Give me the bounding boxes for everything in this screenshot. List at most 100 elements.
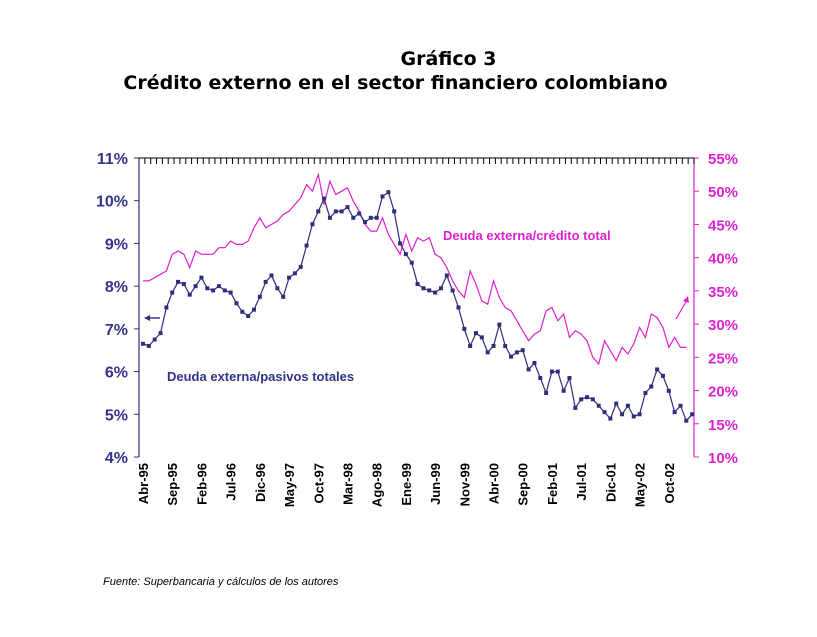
x-axis-tick-label: Jul-96 (224, 463, 239, 501)
right-axis-tick-label: 10% (708, 450, 738, 467)
data-point-marker (555, 369, 560, 374)
data-point-marker (304, 243, 309, 248)
data-point-marker (176, 279, 181, 284)
data-point-marker (532, 361, 537, 366)
data-point-marker (444, 273, 449, 278)
data-point-marker (433, 290, 438, 295)
data-point-marker (322, 196, 327, 201)
left-axis-tick-label: 11% (97, 151, 128, 168)
data-point-marker (474, 331, 478, 336)
data-point-marker (374, 215, 379, 220)
annotation-pasivos-totales: Deuda externa/pasivos totales (167, 369, 354, 384)
left-arrowhead-icon (144, 315, 150, 321)
right-axis-tick-label: 55% (708, 151, 738, 168)
data-point-marker (590, 397, 595, 402)
data-point-marker (181, 282, 186, 287)
data-point-marker (298, 264, 303, 269)
x-axis-tick-label: Oct-02 (662, 463, 677, 503)
x-axis-tick-label: Feb-96 (194, 463, 209, 505)
data-point-marker (462, 326, 467, 331)
x-axis-tick-label: Jun-99 (428, 463, 443, 505)
annotation-credito-total: Deuda externa/crédito total (443, 228, 611, 243)
data-point-marker (631, 414, 636, 419)
series-markers (141, 190, 695, 423)
data-point-marker (357, 211, 362, 216)
data-point-marker (538, 375, 543, 380)
data-point-marker (491, 343, 496, 348)
data-point-marker (351, 215, 356, 220)
source-note: Fuente: Superbancaria y cálculos de los … (103, 576, 339, 588)
left-axis-tick-label: 7% (105, 322, 128, 339)
data-point-marker (468, 343, 473, 348)
data-point-marker (392, 209, 397, 214)
data-point-marker (596, 403, 601, 408)
data-point-marker (339, 209, 344, 214)
right-arrowhead-icon (683, 296, 689, 303)
data-point-marker (666, 388, 671, 393)
data-point-marker (281, 294, 286, 299)
data-point-marker (146, 343, 151, 348)
data-point-marker (450, 288, 455, 293)
x-axis-tick-label: Sep-95 (165, 463, 180, 506)
right-axis-tick-label: 40% (708, 251, 738, 268)
data-point-marker (544, 390, 549, 395)
data-point-marker (579, 397, 584, 402)
data-point-marker (333, 209, 338, 214)
data-point-marker (170, 290, 175, 295)
data-point-marker (479, 335, 484, 340)
axes (138, 157, 695, 457)
data-point-marker (409, 260, 414, 265)
x-axis-tick-label: Mar-98 (340, 463, 355, 505)
data-point-marker (684, 418, 689, 423)
data-point-marker (398, 241, 403, 246)
data-point-marker (164, 305, 169, 310)
data-point-marker (275, 286, 280, 291)
x-axis-tick-label: Abr-00 (487, 463, 502, 504)
data-point-marker (193, 284, 198, 289)
x-axis-tick-label: May-02 (633, 463, 648, 507)
chart-title: Crédito externo en el sector financiero … (123, 72, 668, 94)
left-axis-tick-label: 8% (105, 279, 128, 296)
x-axis-tick-label: Feb-01 (545, 463, 560, 505)
right-axis-tick-label: 25% (708, 350, 738, 367)
right-axis-tick-label: 15% (708, 417, 738, 434)
data-point-marker (152, 337, 157, 342)
left-axis-tick-label: 10% (96, 194, 128, 211)
right-axis-ticks: 10% 15% 20% 25% 30% 35% 40% 45% 50% 55% (694, 151, 738, 467)
right-axis-tick-label: 45% (708, 217, 738, 234)
data-point-marker (509, 354, 514, 359)
data-point-marker (561, 388, 566, 393)
right-axis-tick-label: 35% (708, 284, 738, 301)
x-axis-tick-label: Nov-99 (457, 463, 472, 506)
data-point-marker (573, 405, 578, 410)
data-point-marker (228, 290, 233, 295)
data-point-marker (287, 275, 292, 280)
data-point-marker (345, 205, 350, 210)
data-point-marker (199, 275, 204, 280)
data-point-marker (222, 288, 227, 293)
data-point-marker (456, 305, 461, 310)
series-line-credito-total (143, 172, 687, 366)
data-point-marker (205, 286, 210, 291)
left-axis-ticks: 4% 5% 6% 7% 8% 9% 10% 11% (96, 151, 139, 467)
data-point-marker (234, 301, 239, 306)
data-point-marker (269, 273, 274, 278)
data-point-marker (327, 215, 332, 220)
data-point-marker (257, 294, 262, 299)
data-point-marker (240, 309, 245, 314)
data-point-marker (403, 252, 408, 257)
data-point-marker (158, 331, 163, 336)
data-point-marker (415, 282, 420, 287)
x-axis-tick-label: Ago-98 (370, 463, 385, 507)
data-point-marker (246, 314, 251, 319)
data-point-marker (363, 220, 367, 225)
data-point-marker (567, 375, 572, 380)
data-point-marker (503, 343, 508, 348)
data-point-marker (263, 279, 268, 284)
data-point-marker (514, 350, 519, 355)
data-point-marker (438, 286, 443, 291)
x-axis-tick-label: Abr-95 (136, 463, 151, 504)
data-point-marker (678, 403, 683, 408)
data-point-marker (614, 401, 619, 406)
